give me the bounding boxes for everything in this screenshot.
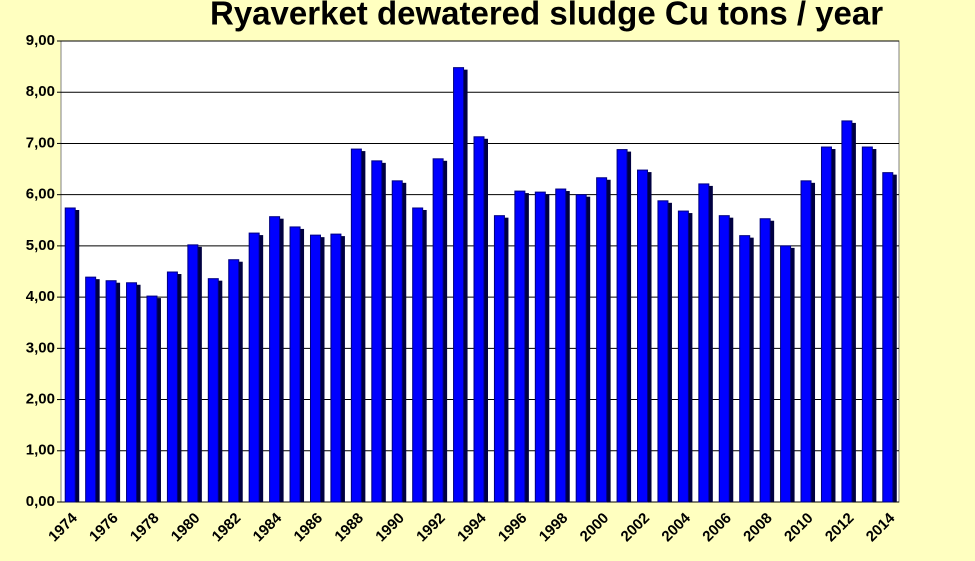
bar bbox=[309, 234, 321, 503]
y-tick-label: 3,00 bbox=[26, 339, 55, 356]
bar bbox=[371, 160, 383, 503]
y-tick-label: 6,00 bbox=[26, 186, 55, 203]
bar bbox=[677, 210, 689, 503]
y-tick-label: 9,00 bbox=[26, 32, 55, 49]
bar bbox=[534, 191, 546, 503]
bar bbox=[616, 149, 628, 503]
bar bbox=[289, 226, 301, 503]
bar bbox=[800, 180, 812, 503]
bar bbox=[269, 216, 281, 503]
bar bbox=[207, 278, 219, 503]
bar bbox=[698, 183, 710, 503]
bar bbox=[228, 259, 240, 503]
y-tick-label: 4,00 bbox=[26, 288, 55, 305]
bar bbox=[637, 169, 649, 503]
bar bbox=[432, 158, 444, 503]
bar bbox=[391, 180, 403, 503]
y-tick-label: 0,00 bbox=[26, 493, 55, 510]
bar bbox=[657, 200, 669, 503]
bar bbox=[126, 282, 138, 503]
bar bbox=[453, 67, 465, 503]
bar bbox=[412, 207, 424, 503]
bar bbox=[759, 218, 771, 503]
bar bbox=[85, 276, 97, 503]
bar bbox=[146, 295, 158, 503]
bar bbox=[105, 280, 117, 503]
bar bbox=[493, 215, 505, 503]
bar bbox=[882, 172, 894, 503]
y-tick-label: 5,00 bbox=[26, 237, 55, 254]
bar bbox=[64, 207, 76, 503]
bar bbox=[596, 177, 608, 503]
bar bbox=[861, 146, 873, 503]
bar bbox=[555, 188, 567, 503]
bar bbox=[248, 232, 260, 503]
y-tick-label: 1,00 bbox=[26, 442, 55, 459]
bar bbox=[187, 244, 199, 503]
bar bbox=[330, 233, 342, 503]
bar bbox=[841, 120, 853, 503]
bar bbox=[350, 148, 362, 503]
bar bbox=[780, 245, 792, 503]
chart-title: Ryaverket dewatered sludge Cu tons / yea… bbox=[210, 0, 883, 32]
y-tick-label: 7,00 bbox=[26, 134, 55, 151]
bar bbox=[473, 136, 485, 503]
bar bbox=[166, 271, 178, 503]
bar bbox=[739, 235, 751, 503]
bar bbox=[820, 146, 832, 503]
y-tick-label: 8,00 bbox=[26, 83, 55, 100]
bar bbox=[718, 215, 730, 503]
y-tick-label: 2,00 bbox=[26, 391, 55, 408]
bar bbox=[514, 190, 526, 503]
bar bbox=[575, 194, 587, 503]
